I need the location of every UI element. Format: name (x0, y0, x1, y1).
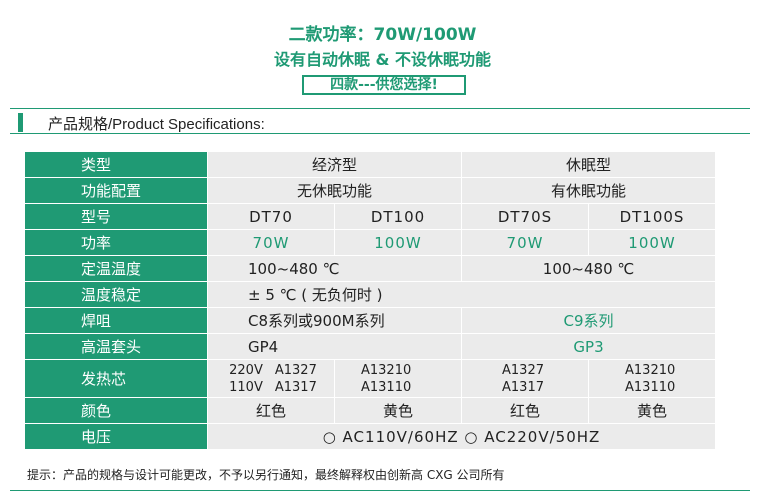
iron-economy: C8系列或900M系列 (206, 307, 463, 334)
power-dt70s: 70W (461, 229, 590, 256)
color-dt100s: 黄色 (588, 397, 717, 424)
table-row: 温度稳定 ± 5 ℃ ( 无负何时 ) (24, 281, 717, 308)
footer-divider (10, 490, 750, 491)
heater-voltage-110: 110V (229, 379, 263, 395)
type-economy: 经济型 (206, 151, 463, 178)
heater-e110a: A1317 (274, 379, 317, 395)
model-dt70: DT70 (207, 203, 335, 230)
row-label-sleeve: 高温套头 (24, 333, 208, 360)
color-dt70: 红色 (207, 397, 335, 424)
table-row: 类型 经济型 休眠型 (24, 151, 717, 178)
row-label-temp: 定温温度 (24, 255, 208, 282)
spec-table: 类型 经济型 休眠型 功能配置 无休眠功能 有休眠功能 型号 DT70 DT10… (24, 151, 717, 450)
row-label-power: 功率 (24, 229, 208, 256)
table-row: 功能配置 无休眠功能 有休眠功能 (24, 177, 717, 204)
color-dt70s: 红色 (461, 397, 590, 424)
model-dt100s: DT100S (588, 203, 717, 230)
stability-value: ± 5 ℃ ( 无负何时 ) (206, 281, 717, 308)
heater-e220a: A1327 (274, 362, 317, 378)
row-label-iron: 焊咀 (24, 307, 208, 334)
row-label-function: 功能配置 (24, 177, 208, 204)
function-economy: 无休眠功能 (206, 177, 463, 204)
row-label-type: 类型 (24, 151, 208, 178)
power-heading: 二款功率：70W/100W (288, 25, 477, 45)
row-label-voltage: 电压 (24, 423, 208, 450)
sleep-heading: 设有自动休眠 & 不设休眠功能 (273, 50, 492, 69)
table-row: 发热芯 220V 110V A1327 A1317 A13210 A13110 (24, 359, 717, 398)
voltage-value: ○ AC110V/60HZ ○ AC220V/50HZ (206, 423, 717, 450)
heater-sleep-b: A13210 A13110 (588, 359, 717, 398)
model-dt100: DT100 (333, 203, 463, 230)
table-row: 电压 ○ AC110V/60HZ ○ AC220V/50HZ (24, 423, 717, 450)
temp-sleep: 100~480 ℃ (461, 255, 717, 282)
heater-s110b: A13110 (625, 379, 676, 395)
heater-s220a: A1327 (502, 362, 544, 378)
table-row: 型号 DT70 DT100 DT70S DT100S (24, 203, 717, 230)
table-row: 高温套头 GP4 GP3 (24, 333, 717, 360)
heater-voltage-220: 220V (229, 362, 263, 378)
row-label-heater: 发热芯 (24, 359, 208, 398)
power-dt100: 100W (333, 229, 463, 256)
sleeve-economy: GP4 (206, 333, 463, 360)
sleeve-sleep: GP3 (461, 333, 717, 360)
model-dt70s: DT70S (461, 203, 590, 230)
power-dt100s: 100W (588, 229, 717, 256)
section-divider-top (10, 108, 750, 109)
heater-sleep-a: A1327 A1317 (461, 359, 590, 398)
section-divider-bottom (10, 133, 750, 134)
heater-s110a: A1317 (502, 379, 544, 395)
table-row: 定温温度 100~480 ℃ 100~480 ℃ (24, 255, 717, 282)
color-dt100: 黄色 (333, 397, 463, 424)
power-dt70: 70W (207, 229, 335, 256)
table-row: 功率 70W 100W 70W 100W (24, 229, 717, 256)
row-label-stability: 温度稳定 (24, 281, 208, 308)
heater-economy-a: 220V 110V A1327 A1317 (207, 359, 335, 398)
temp-economy: 100~480 ℃ (206, 255, 463, 282)
row-label-color: 颜色 (24, 397, 208, 424)
disclaimer-note: 提示：产品的规格与设计可能更改，不予以另行通知，最终解释权由创新高 CXG 公司… (27, 468, 505, 482)
choice-badge: 四款---供您选择! (302, 75, 466, 95)
section-marker (18, 113, 23, 132)
heater-s220b: A13210 (625, 362, 676, 378)
iron-sleep: C9系列 (461, 307, 717, 334)
heater-e110b: A13110 (361, 379, 412, 395)
table-row: 焊咀 C8系列或900M系列 C9系列 (24, 307, 717, 334)
row-label-model: 型号 (24, 203, 208, 230)
function-sleep: 有休眠功能 (461, 177, 717, 204)
heater-economy-b: A13210 A13110 (333, 359, 463, 398)
type-sleep: 休眠型 (461, 151, 717, 178)
heater-e220b: A13210 (361, 362, 412, 378)
section-title: 产品规格/Product Specifications: (48, 116, 265, 133)
table-row: 颜色 红色 黄色 红色 黄色 (24, 397, 717, 424)
